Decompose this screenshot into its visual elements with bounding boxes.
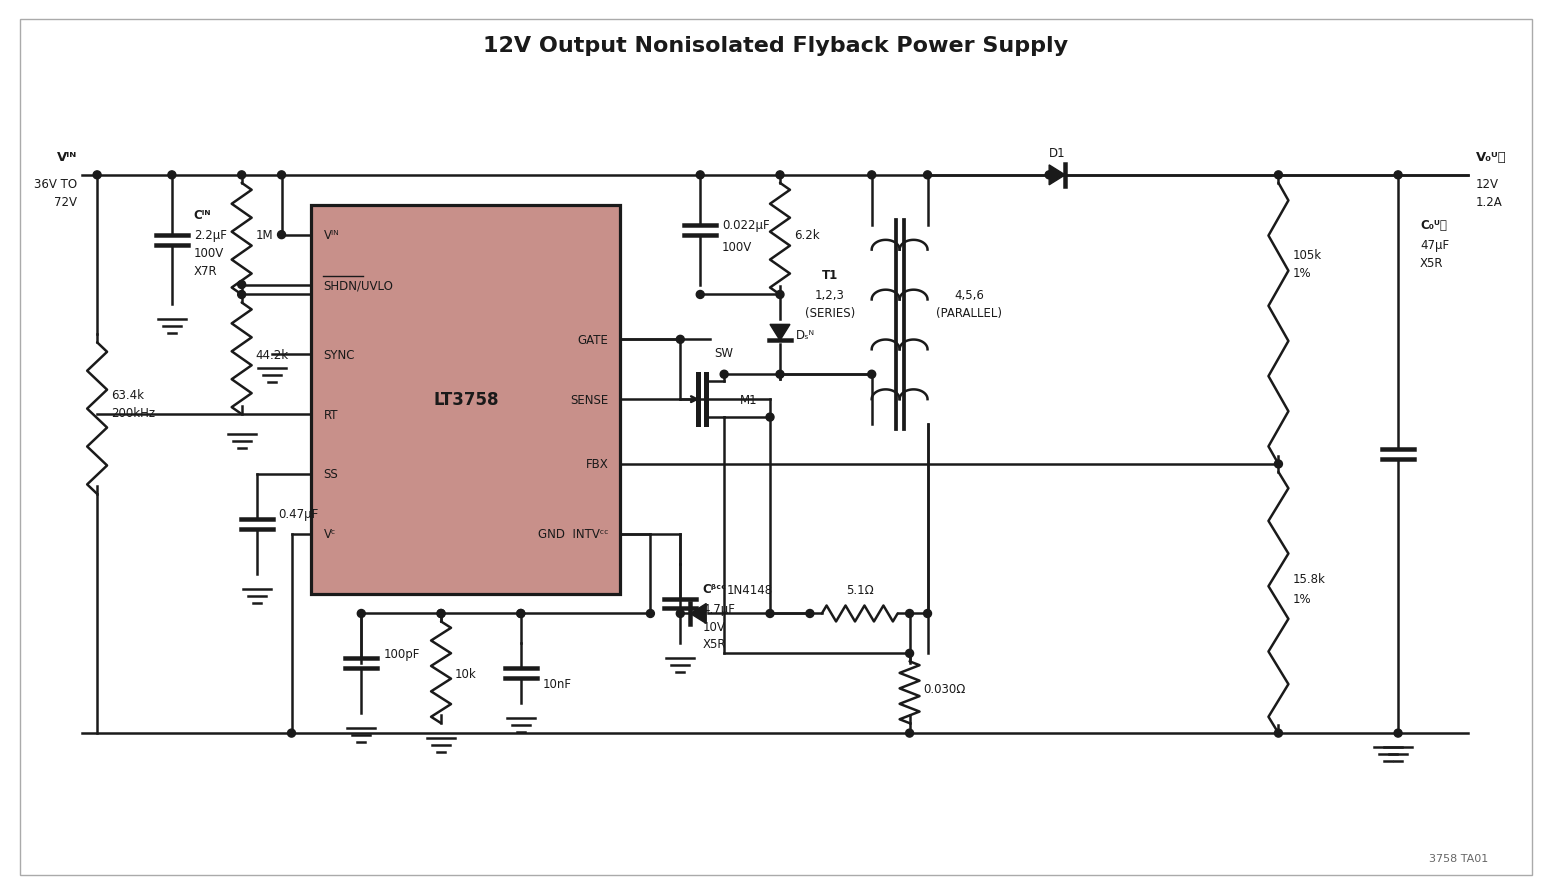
Text: SHDN/UVLO: SHDN/UVLO [323, 279, 393, 291]
Text: 44.2k: 44.2k [256, 349, 289, 361]
Circle shape [278, 172, 286, 180]
Circle shape [278, 232, 286, 240]
Circle shape [697, 291, 705, 299]
Circle shape [438, 610, 445, 618]
Text: 4,5,6: 4,5,6 [954, 289, 984, 301]
Text: 1%: 1% [1293, 593, 1311, 605]
Circle shape [906, 610, 914, 618]
Text: 47μF: 47μF [1420, 239, 1450, 252]
Circle shape [357, 610, 365, 618]
Text: V₀ᵁፈ: V₀ᵁፈ [1476, 151, 1507, 164]
Circle shape [776, 371, 784, 379]
Polygon shape [691, 603, 706, 624]
Text: 1,2,3: 1,2,3 [815, 289, 844, 301]
Text: 5.1Ω: 5.1Ω [846, 583, 874, 596]
Text: SYNC: SYNC [323, 349, 355, 361]
Circle shape [517, 610, 525, 618]
Text: Cᵝᶜᶜ: Cᵝᶜᶜ [702, 582, 726, 595]
Circle shape [767, 610, 774, 618]
Text: FBX: FBX [585, 458, 608, 471]
Text: 0.030Ω: 0.030Ω [923, 682, 965, 695]
Circle shape [776, 172, 784, 180]
Text: X5R: X5R [702, 637, 726, 650]
Circle shape [720, 371, 728, 379]
Text: 12V Output Nonisolated Flyback Power Supply: 12V Output Nonisolated Flyback Power Sup… [483, 37, 1069, 56]
Circle shape [805, 610, 813, 618]
Text: 1%: 1% [1293, 266, 1311, 280]
Text: D1: D1 [1049, 148, 1065, 160]
Text: 1N4148: 1N4148 [726, 583, 773, 596]
Text: (SERIES): (SERIES) [804, 307, 855, 319]
Circle shape [1394, 730, 1401, 738]
Circle shape [923, 172, 931, 180]
Text: 100pF: 100pF [383, 647, 419, 660]
Circle shape [646, 610, 655, 618]
Circle shape [906, 730, 914, 738]
Text: Vᶜ: Vᶜ [323, 527, 335, 541]
Text: SS: SS [323, 468, 338, 481]
Circle shape [1044, 172, 1054, 180]
Circle shape [906, 650, 914, 658]
Text: 63.4k: 63.4k [112, 388, 144, 401]
Circle shape [868, 371, 875, 379]
Circle shape [287, 730, 295, 738]
Circle shape [517, 610, 525, 618]
Circle shape [1274, 730, 1282, 738]
Text: 1M: 1M [256, 229, 273, 242]
Text: 4.7μF: 4.7μF [702, 603, 736, 615]
Text: 15.8k: 15.8k [1293, 572, 1325, 586]
Bar [312, 206, 621, 594]
Circle shape [868, 172, 875, 180]
Circle shape [677, 336, 684, 344]
Text: C₀ᵁፈ: C₀ᵁፈ [1420, 219, 1446, 232]
Text: Cᴵᴺ: Cᴵᴺ [194, 209, 211, 222]
Circle shape [93, 172, 101, 180]
Text: M1: M1 [740, 393, 757, 406]
Text: 105k: 105k [1293, 249, 1321, 262]
Text: 1.2A: 1.2A [1476, 196, 1502, 208]
Text: 72V: 72V [54, 196, 78, 208]
Text: 6.2k: 6.2k [795, 229, 819, 242]
Text: SW: SW [714, 347, 734, 360]
Circle shape [438, 610, 445, 618]
Text: 36V TO: 36V TO [34, 178, 78, 190]
Text: T1: T1 [821, 269, 838, 282]
Text: 12V: 12V [1476, 178, 1499, 190]
Circle shape [767, 414, 774, 422]
Circle shape [697, 172, 705, 180]
Text: Dₛᴺ: Dₛᴺ [796, 328, 815, 342]
Circle shape [1394, 172, 1401, 180]
Circle shape [237, 291, 245, 299]
Text: 100V: 100V [194, 247, 223, 260]
Circle shape [1274, 172, 1282, 180]
Circle shape [237, 282, 245, 289]
Text: 10k: 10k [455, 667, 476, 680]
Circle shape [776, 291, 784, 299]
Text: 0.47μF: 0.47μF [278, 508, 318, 520]
Text: (PARALLEL): (PARALLEL) [936, 307, 1003, 319]
Text: 200kHz: 200kHz [112, 406, 155, 419]
Text: 3758 TA01: 3758 TA01 [1428, 853, 1488, 863]
Polygon shape [1049, 165, 1065, 186]
Polygon shape [770, 325, 790, 341]
Circle shape [677, 610, 684, 618]
Text: Vᴵᴺ: Vᴵᴺ [57, 151, 78, 164]
Text: GND  INTVᶜᶜ: GND INTVᶜᶜ [539, 527, 608, 541]
Text: X5R: X5R [1420, 257, 1443, 270]
Text: 2.2μF: 2.2μF [194, 229, 227, 242]
Circle shape [1274, 460, 1282, 468]
Circle shape [237, 172, 245, 180]
Text: X7R: X7R [194, 265, 217, 278]
Text: SENSE: SENSE [570, 393, 608, 406]
Text: 10V: 10V [702, 620, 725, 633]
Text: GATE: GATE [577, 333, 608, 347]
Circle shape [923, 610, 931, 618]
Text: 10nF: 10nF [543, 677, 571, 690]
Text: 100V: 100V [722, 240, 753, 254]
Text: RT: RT [323, 409, 338, 421]
Text: Vᴵᴺ: Vᴵᴺ [323, 229, 338, 242]
Circle shape [168, 172, 175, 180]
Text: 0.022μF: 0.022μF [722, 219, 770, 232]
Text: LT3758: LT3758 [433, 391, 498, 409]
